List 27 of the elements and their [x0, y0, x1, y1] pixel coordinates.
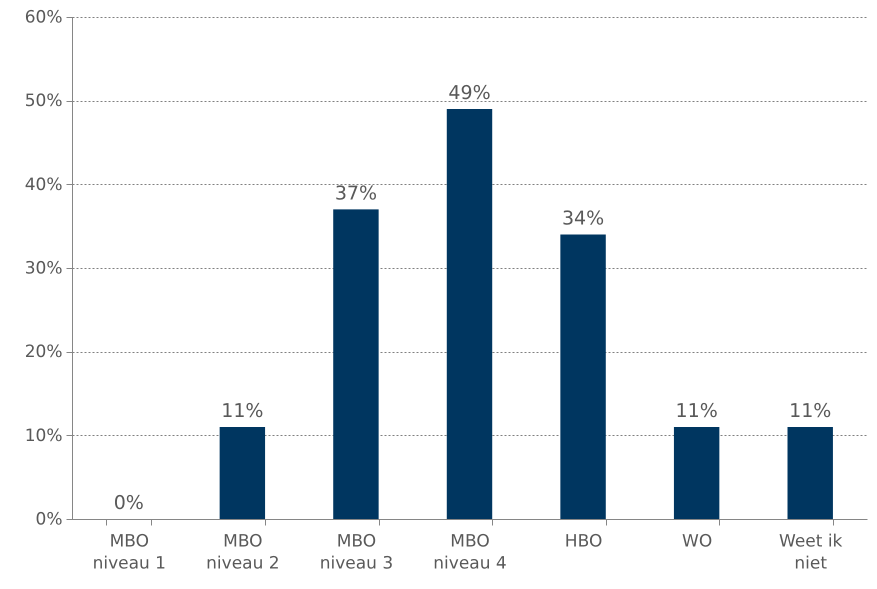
x-tick-label: MBO niveau 4 [433, 532, 507, 574]
bar [560, 234, 606, 519]
x-tick-label: MBO niveau 1 [92, 532, 166, 574]
bar [446, 109, 492, 519]
data-label: 11% [676, 400, 718, 422]
data-label: 0% [114, 492, 144, 514]
bar [333, 209, 379, 519]
y-tick-label: 30% [24, 258, 62, 278]
bar [788, 426, 833, 519]
y-tick-label: 40% [24, 174, 62, 195]
data-label: 11% [789, 400, 832, 422]
y-tick-label: 10% [24, 426, 62, 446]
data-label: 49% [448, 82, 491, 104]
y-tick-label: 20% [24, 342, 62, 362]
x-tick-label: HBO [564, 532, 602, 552]
x-tick-label: MBO niveau 2 [206, 532, 280, 574]
y-tick-label: 50% [24, 91, 62, 112]
data-label: 11% [221, 400, 264, 422]
data-label: 34% [562, 208, 604, 230]
bar [674, 426, 720, 519]
bar [220, 426, 266, 519]
data-label: 37% [334, 182, 378, 204]
y-tick-label: 60% [24, 8, 62, 28]
x-tick-label: MBO niveau 3 [320, 532, 394, 574]
x-tick-label: Weet ik niet [779, 532, 843, 574]
x-tick-label: WO [682, 532, 712, 552]
y-tick-label: 0% [36, 510, 62, 530]
